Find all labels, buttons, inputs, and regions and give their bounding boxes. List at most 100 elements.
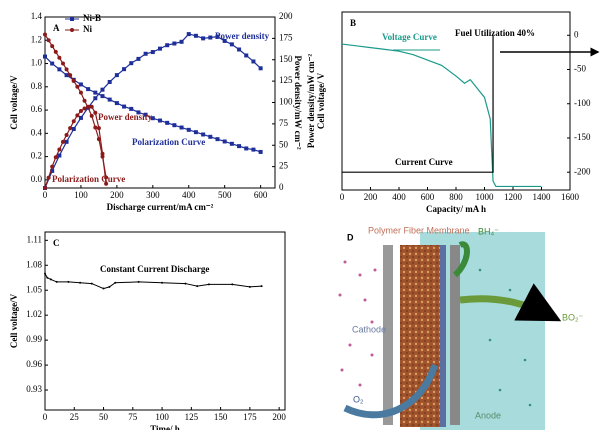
oxygen-dots (338, 260, 377, 387)
point (222, 139, 227, 144)
point (251, 147, 256, 152)
chart-title: Constant Current Discharge (100, 264, 209, 274)
point (172, 41, 177, 46)
point (86, 87, 91, 92)
point (71, 127, 76, 132)
y-axis-label: Cell voltage/V (9, 293, 19, 348)
point (79, 281, 82, 284)
x-tick-label: 175 (243, 412, 257, 422)
point (136, 56, 141, 61)
x-tick-label: 500 (218, 190, 232, 200)
point (179, 125, 184, 130)
point (244, 53, 249, 58)
point (86, 104, 91, 109)
annotation: Polarization Curve (132, 137, 205, 147)
y-tick-label: 0.93 (26, 384, 42, 394)
point (229, 141, 234, 146)
point (82, 98, 87, 103)
membrane (400, 245, 440, 427)
point (53, 155, 58, 160)
y-tick-label: 1.11 (27, 234, 42, 244)
point (122, 104, 127, 109)
point (57, 147, 62, 152)
x-tick-label: 800 (449, 192, 463, 202)
point (150, 116, 155, 121)
point (215, 34, 220, 39)
point (143, 112, 148, 117)
point (50, 61, 55, 66)
y2-tick-label: -100 (574, 98, 591, 108)
point (93, 110, 98, 115)
y-tick-label: 0.96 (26, 359, 42, 369)
x-tick-label: 400 (182, 190, 196, 200)
plot-frame (44, 231, 286, 411)
point (55, 280, 58, 283)
x-tick-label: 1600 (561, 192, 580, 202)
point (43, 32, 47, 37)
point (107, 97, 112, 102)
point (193, 130, 198, 135)
point (258, 66, 263, 71)
point (50, 44, 55, 49)
x-tick-label: 1000 (476, 192, 495, 202)
x-tick-label: 50 (99, 412, 109, 422)
y2-tick-label: 75 (279, 118, 289, 128)
x-tick-label: 1400 (533, 192, 552, 202)
y-axis-label: Power density/mW cm⁻² (306, 54, 316, 148)
x-axis-label: Time/ h (150, 424, 180, 430)
x-tick-label: 1200 (504, 192, 523, 202)
point (93, 90, 98, 95)
point (89, 113, 94, 118)
point (222, 38, 227, 43)
point (179, 39, 184, 44)
point (89, 104, 94, 109)
point (208, 134, 213, 139)
y2-tick-label: 175 (279, 32, 293, 42)
y-tick-label: 0.0 (31, 174, 43, 184)
point (165, 43, 170, 48)
y-tick-label: 1.02 (26, 309, 42, 319)
point (196, 285, 199, 288)
x-tick-label: 25 (70, 412, 80, 422)
point (193, 33, 198, 38)
x-axis-label: Capacity/ mA h (426, 204, 486, 214)
point (108, 285, 111, 288)
panel-label: C (53, 238, 60, 248)
point (68, 73, 73, 78)
point (64, 73, 69, 78)
point (78, 82, 83, 87)
point (143, 51, 148, 56)
point (114, 281, 117, 284)
point (50, 164, 55, 169)
point (104, 181, 109, 186)
x-tick-label: 200 (110, 190, 124, 200)
point (237, 47, 242, 52)
y-axis-label: Cell voltage/ V (316, 72, 326, 129)
point (90, 282, 93, 285)
point (60, 61, 65, 66)
point (172, 123, 177, 128)
y-tick-label: 0.99 (26, 334, 42, 344)
point (71, 78, 76, 83)
annotation: Polarization Curve (52, 174, 125, 184)
point (258, 149, 263, 154)
y-tick-label: 0.4 (31, 127, 43, 137)
cathode-label: Cathode (352, 324, 386, 334)
point (251, 59, 256, 64)
legend-marker (70, 17, 74, 21)
product-arrow (459, 283, 562, 322)
annotation: Voltage Curve (382, 32, 437, 42)
y2-tick-label: 25 (279, 161, 289, 171)
point (215, 137, 220, 142)
point (50, 168, 55, 173)
annotation: Fuel Utilization 40% (455, 28, 535, 38)
point (100, 87, 105, 92)
y2-axis-label: Power density/mW cm⁻² (293, 55, 303, 149)
point (78, 109, 83, 114)
point (82, 106, 87, 111)
x-tick-label: 600 (254, 190, 268, 200)
point (208, 35, 213, 40)
point (43, 54, 47, 59)
point (229, 42, 234, 47)
